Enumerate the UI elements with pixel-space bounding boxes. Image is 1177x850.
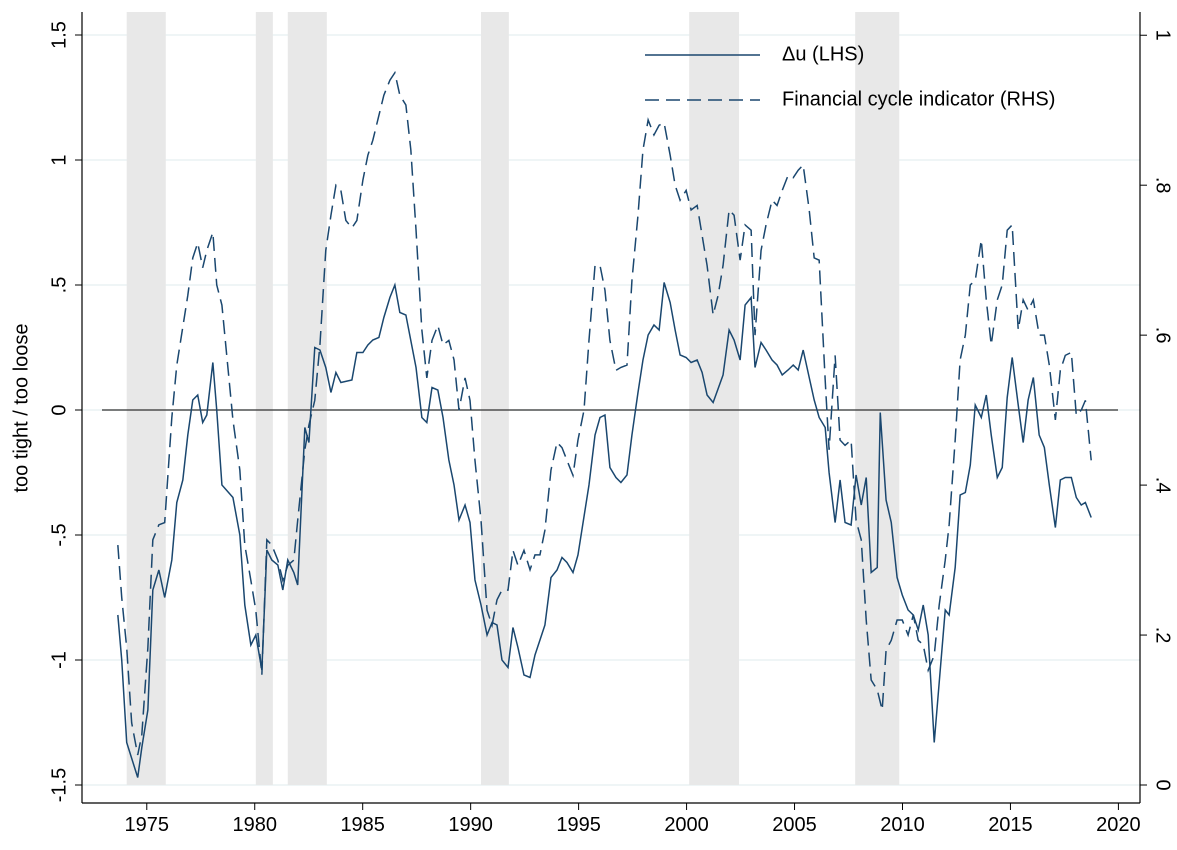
y2-tick-label: .4 xyxy=(1152,477,1174,494)
x-tick-label: 2000 xyxy=(664,814,709,836)
series-line xyxy=(117,70,1092,756)
legend-label: Δu (LHS) xyxy=(782,43,864,65)
y-tick-label: .5 xyxy=(48,277,70,294)
y-tick-label: 0 xyxy=(48,404,70,415)
x-tick-label: 2005 xyxy=(772,814,817,836)
shaded-period xyxy=(126,12,166,785)
shaded-period xyxy=(855,12,900,785)
x-tick-label: 2010 xyxy=(880,814,925,836)
x-tick-label: 1980 xyxy=(232,814,277,836)
legend-label: Financial cycle indicator (RHS) xyxy=(782,88,1055,110)
x-tick-label: 2015 xyxy=(988,814,1033,836)
x-tick-label: 1975 xyxy=(125,814,170,836)
y2-tick-label: 0 xyxy=(1152,779,1174,790)
x-tick-label: 1985 xyxy=(340,814,385,836)
y2-tick-label: 1 xyxy=(1152,30,1174,41)
x-tick-label: 1995 xyxy=(556,814,601,836)
y2-tick-label: .2 xyxy=(1152,627,1174,644)
shaded-period xyxy=(287,12,327,785)
x-tick-label: 1990 xyxy=(448,814,493,836)
series-line xyxy=(117,282,1092,778)
y2-tick-label: .8 xyxy=(1152,177,1174,194)
shaded-period xyxy=(255,12,273,785)
y-tick-label: -1.5 xyxy=(48,768,70,802)
x-tick-label: 2020 xyxy=(1096,814,1141,836)
y-tick-label: -.5 xyxy=(48,523,70,546)
y-tick-label: -1 xyxy=(48,651,70,669)
y-tick-label: 1.5 xyxy=(48,21,70,49)
shaded-period xyxy=(481,12,509,785)
y-axis-title: too tight / too loose xyxy=(10,323,32,492)
y-tick-label: 1 xyxy=(48,154,70,165)
y2-tick-label: .6 xyxy=(1152,327,1174,344)
